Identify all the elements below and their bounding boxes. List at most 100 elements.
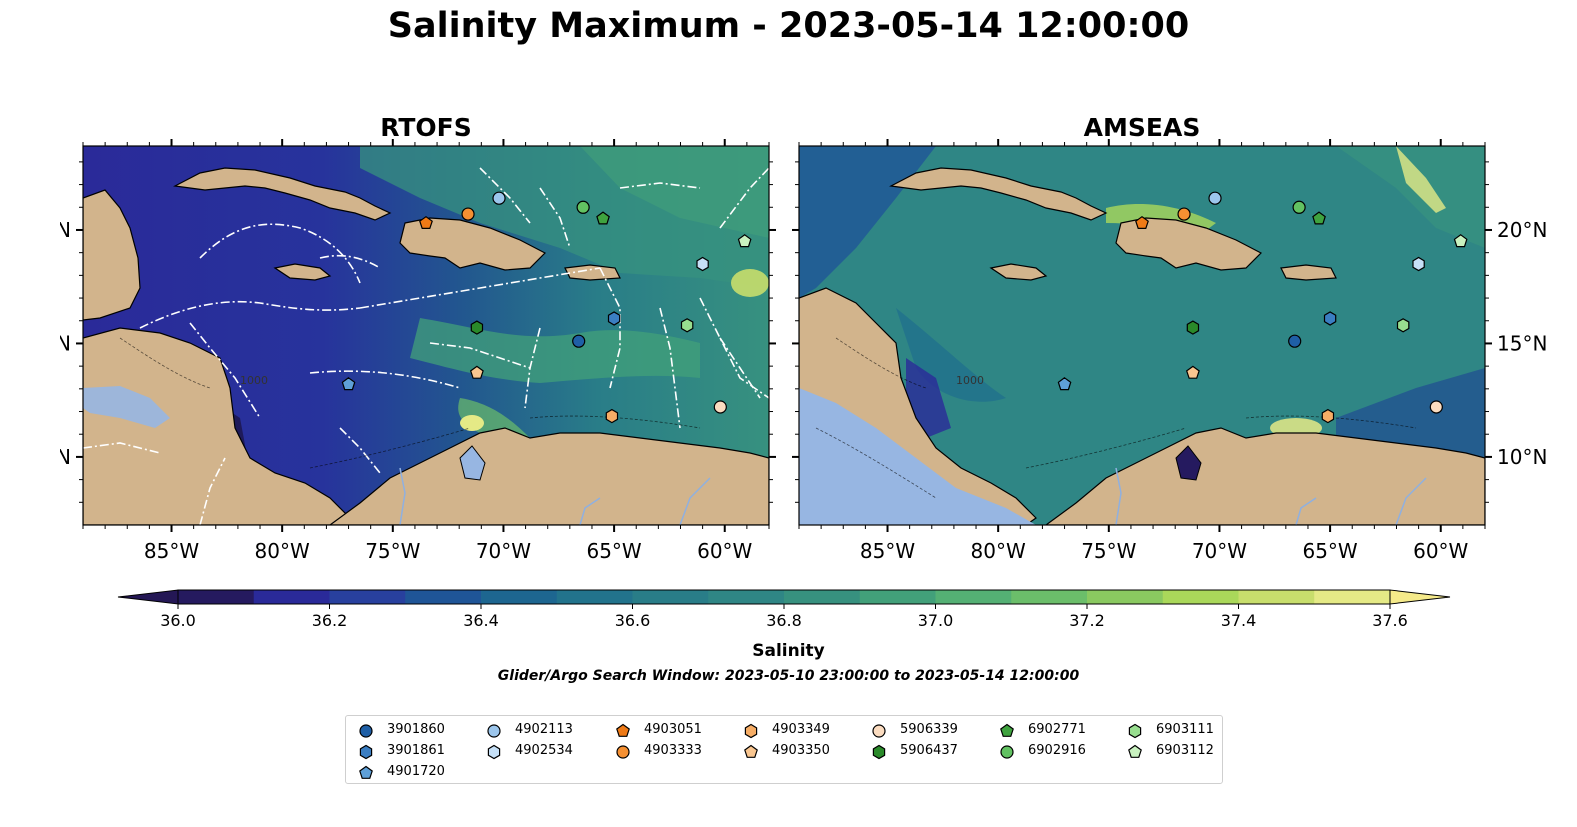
lon-tick-label: 85°W — [144, 539, 199, 563]
lat-tick-label: 20°N — [1497, 218, 1547, 242]
eez-boundaries — [83, 167, 769, 525]
legend-marker-shape — [487, 724, 501, 738]
legend-marker-circle-icon — [487, 724, 501, 738]
observation-marker-6903112 — [1453, 234, 1468, 248]
observation-marker-3901861 — [1323, 311, 1337, 326]
observation-marker-6902771 — [1312, 211, 1326, 225]
legend-marker-shape — [616, 723, 630, 737]
colorbar-tick-label: 37.4 — [1221, 611, 1257, 630]
colorbar-bin — [708, 590, 785, 604]
map-frame — [798, 145, 1486, 526]
colorbar-bin — [1238, 590, 1315, 604]
legend-marker-circle-icon — [359, 724, 373, 738]
cuba-land — [173, 167, 392, 221]
colorbar-tick-label: 37.6 — [1372, 611, 1408, 630]
lon-tick-label: 75°W — [1081, 539, 1136, 563]
lat-tick-label: 10°N — [60, 445, 71, 469]
colorbar-tick-label: 36.0 — [160, 611, 196, 630]
lon-tick-label: 60°W — [697, 539, 752, 563]
legend-marker-shape — [744, 744, 758, 758]
legend-label: 6903111 — [1156, 722, 1214, 737]
colorbar-tick-label: 36.8 — [766, 611, 802, 630]
colorbar-tick-label: 37.2 — [1069, 611, 1105, 630]
legend-label: 6902771 — [1028, 722, 1086, 737]
observation-marker-6903111 — [680, 318, 694, 333]
rivers — [1115, 467, 1427, 525]
lon-tick-label: 75°W — [365, 539, 420, 563]
rtofs-map-content: 1000 — [83, 146, 769, 525]
lat-tick-label: 20°N — [60, 218, 71, 242]
rtofs-map: 1000 85°W 80°W 75°W 70°W 65°W 60°W 20°N 15°N 10°… — [60, 139, 776, 563]
legend-marker-circle-icon — [872, 724, 886, 738]
legend-marker-shape — [872, 744, 886, 760]
legend-marker-shape — [1000, 723, 1014, 737]
lake-maracaibo — [459, 445, 486, 481]
observation-marker-4903349 — [1321, 408, 1335, 424]
lon-tick-label: 65°W — [1302, 539, 1357, 563]
map-frame — [82, 145, 770, 526]
lon-tick-label: 70°W — [476, 539, 531, 563]
colorbar-tick-label: 36.2 — [312, 611, 348, 630]
legend-marker-hexagon-icon — [359, 744, 373, 760]
observation-marker-4901720 — [341, 377, 356, 391]
legend-marker-shape — [1128, 723, 1142, 739]
observation-marker-4902113 — [1208, 191, 1222, 205]
observation-marker-5906437 — [1186, 320, 1200, 335]
atlantic-high-salinity — [1336, 146, 1485, 248]
legend-label: 4901720 — [387, 764, 445, 779]
observation-marker-4902534 — [1412, 256, 1425, 272]
legend-label: 4903051 — [644, 722, 702, 737]
land-masses — [83, 167, 769, 525]
amseas-axis-ticks: 85°W 80°W 75°W 70°W 65°W 60°W 20°N 15°N 10°N — [792, 139, 1547, 563]
cuba-land — [889, 167, 1108, 221]
salinity-max-spot — [460, 415, 484, 431]
observation-marker-4902113 — [492, 191, 506, 205]
observation-marker-6902916 — [1292, 200, 1306, 214]
legend-label: 6903112 — [1156, 743, 1214, 758]
hispaniola-land — [1115, 217, 1263, 271]
colorbar-bin — [481, 590, 558, 604]
observation-marker-5906437 — [470, 320, 484, 335]
lat-tick-label: 15°N — [1497, 331, 1547, 355]
legend-marker-pentagon-icon — [1128, 744, 1142, 758]
colorbar-bin — [935, 590, 1012, 604]
observation-marker-4903349 — [605, 408, 619, 424]
depth-contour-label: 1000 — [956, 374, 984, 387]
legend-marker-circle-icon — [1000, 745, 1014, 759]
observation-marker-6902771 — [596, 211, 610, 225]
legend-label: 4903333 — [644, 743, 702, 758]
hispaniola-land — [399, 217, 547, 271]
colorbar-bin — [405, 590, 482, 604]
legend-label: 4902534 — [515, 743, 573, 758]
yucatan-land — [83, 189, 141, 321]
colorbar-extend-low — [117, 589, 179, 605]
lon-tick-label: 80°W — [255, 539, 310, 563]
lat-tick-label: 10°N — [1497, 445, 1547, 469]
legend-label: 3901861 — [387, 743, 445, 758]
observation-legend: 3901860 3901861 4901720 4902113 4902534 49030… — [345, 715, 1223, 784]
western-low-salinity — [896, 308, 1006, 402]
legend-marker-shape — [1128, 744, 1142, 758]
observation-marker-4903051 — [1135, 215, 1149, 230]
jamaica-land — [273, 263, 332, 281]
colorbar-bin — [1314, 590, 1391, 604]
legend-marker-hexagon-icon — [487, 744, 501, 760]
colorbar-label: Salinity — [752, 641, 825, 661]
observation-marker-3901860 — [1288, 334, 1302, 348]
colorbar-bin — [329, 590, 406, 604]
lon-tick-label: 65°W — [586, 539, 641, 563]
colorbar-tick-label: 37.0 — [918, 611, 954, 630]
lon-tick-label: 85°W — [860, 539, 915, 563]
colorbar-bin — [632, 590, 709, 604]
observation-marker-4903350 — [1185, 365, 1200, 379]
colorbar-bin — [556, 590, 633, 604]
pacific-ocean — [799, 388, 1036, 525]
legend-marker-shape — [616, 745, 630, 759]
lon-tick-label: 80°W — [971, 539, 1026, 563]
observation-marker-3901860 — [572, 334, 586, 348]
legend-marker-shape — [744, 723, 758, 739]
observation-marker-5906339 — [1429, 400, 1443, 414]
salinity-colorbar: 36.0 36.2 36.4 36.6 36.8 37.0 37.2 37.4 37.6 — [117, 589, 1451, 630]
colorbar-bin — [859, 590, 936, 604]
colorbar-bin — [1011, 590, 1088, 604]
